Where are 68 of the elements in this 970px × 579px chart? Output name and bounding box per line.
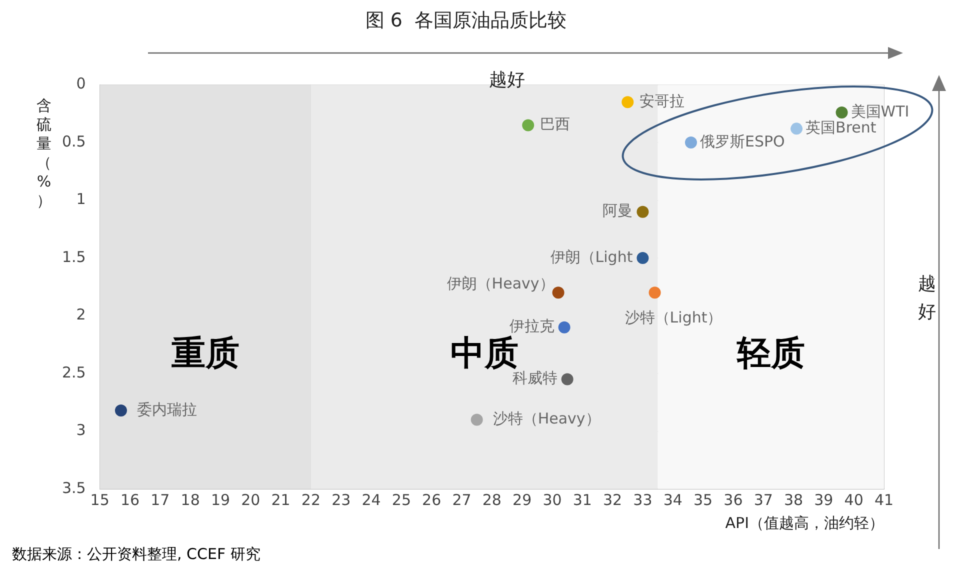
point (552, 286, 564, 299)
y-tick-label: 0 (76, 74, 86, 93)
band-label: 重质 (171, 333, 240, 374)
point (622, 96, 634, 108)
series-label: 英国Brent (806, 118, 876, 137)
y-tick-label: 0.5 (62, 132, 86, 150)
x-tick-label: 24 (362, 490, 381, 509)
annotation: 越好 (489, 69, 526, 90)
x-tick-label: 37 (754, 490, 773, 509)
series-label: 委内瑞拉 (136, 400, 197, 418)
point (684, 136, 697, 149)
point (636, 206, 649, 218)
chart-title: 图 6 各国原油品质比较 (365, 9, 567, 32)
x-tick-label: 19 (210, 490, 230, 509)
band-label: 轻质 (736, 333, 805, 374)
point (636, 252, 649, 264)
x-tick-label: 39 (814, 490, 834, 509)
series-label: 美国WTI (850, 102, 910, 120)
x-tick-label: 18 (180, 490, 200, 509)
point (648, 286, 661, 299)
y-tick-label: 3.5 (62, 478, 86, 497)
x-tick-label: 34 (663, 490, 682, 509)
point (470, 414, 483, 426)
series-label: 沙特（Light） (624, 308, 722, 327)
x-tick-label: 31 (572, 490, 592, 509)
x-tick-label: 28 (482, 490, 502, 509)
point (790, 122, 803, 135)
point (558, 321, 570, 334)
x-tick-label: 41 (874, 490, 894, 509)
y-axis-title: 含硫量（%） (36, 96, 52, 210)
x-tick-label: 25 (392, 490, 411, 509)
x-tick-label: 38 (784, 490, 804, 509)
x-tick-label: 40 (844, 490, 864, 509)
point (561, 373, 574, 386)
x-tick-label: 21 (271, 490, 290, 509)
x-tick-label: 30 (542, 490, 562, 509)
series-label: 阿曼 (602, 202, 633, 220)
y-tick-label: 2 (76, 306, 86, 324)
series-label: 巴西 (540, 115, 570, 134)
series-label: 伊朗（Heavy） (446, 274, 554, 293)
series-label: 沙特（Heavy） (492, 410, 600, 428)
y-tick-label: 1.5 (62, 248, 86, 266)
x-tick-label: 26 (422, 490, 442, 509)
y-tick-label: 3 (76, 421, 86, 440)
x-tick-label: 32 (603, 490, 622, 509)
x-tick-label: 29 (512, 490, 532, 509)
y-tick-label: 2.5 (62, 363, 86, 382)
x-tick-label: 20 (241, 490, 260, 509)
y-tick-label: 1 (76, 190, 86, 208)
point (522, 119, 534, 132)
point (114, 404, 127, 416)
x-tick-label: 27 (452, 490, 472, 509)
source-note: 数据来源：公开资料整理, CCEF 研究 (12, 544, 260, 563)
point (836, 106, 848, 119)
series-label: 俄罗斯ESPO (700, 132, 785, 150)
text: 越好 (918, 273, 936, 322)
x-tick-label: 15 (90, 490, 110, 509)
x-tick-label: 23 (332, 490, 351, 509)
x-tick-label: 22 (301, 490, 321, 509)
x-tick-label: 33 (633, 490, 652, 509)
x-axis-title: API（值越高，油约轻） (725, 514, 884, 532)
series-label: 伊朗（Light (550, 248, 633, 266)
series-label: 伊拉克 (509, 317, 554, 336)
x-tick-label: 36 (724, 490, 743, 509)
x-tick-label: 35 (693, 490, 713, 509)
x-tick-label: 17 (150, 490, 170, 509)
series-label: 安哥拉 (640, 92, 685, 110)
x-tick-label: 16 (120, 490, 140, 509)
